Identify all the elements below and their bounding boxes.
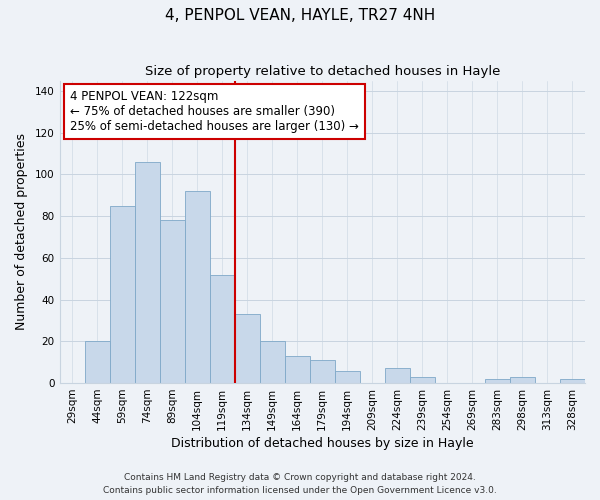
Bar (160, 220, 185, 383)
Text: Contains HM Land Registry data © Crown copyright and database right 2024.
Contai: Contains HM Land Registry data © Crown c… (103, 474, 497, 495)
Bar (235, 314, 260, 383)
Bar (310, 360, 335, 383)
Bar (134, 162, 160, 383)
X-axis label: Distribution of detached houses by size in Hayle: Distribution of detached houses by size … (171, 437, 473, 450)
Text: 4, PENPOL VEAN, HAYLE, TR27 4NH: 4, PENPOL VEAN, HAYLE, TR27 4NH (165, 8, 435, 22)
Bar (510, 377, 535, 383)
Y-axis label: Number of detached properties: Number of detached properties (15, 134, 28, 330)
Text: 4 PENPOL VEAN: 122sqm
← 75% of detached houses are smaller (390)
25% of semi-det: 4 PENPOL VEAN: 122sqm ← 75% of detached … (70, 90, 359, 132)
Bar (335, 370, 360, 383)
Bar (485, 379, 510, 383)
Bar (85, 342, 110, 383)
Bar (260, 342, 285, 383)
Bar (110, 206, 134, 383)
Bar (410, 377, 435, 383)
Bar (560, 379, 585, 383)
Title: Size of property relative to detached houses in Hayle: Size of property relative to detached ho… (145, 65, 500, 78)
Bar (185, 191, 209, 383)
Bar (209, 274, 235, 383)
Bar (285, 356, 310, 383)
Bar (385, 368, 410, 383)
